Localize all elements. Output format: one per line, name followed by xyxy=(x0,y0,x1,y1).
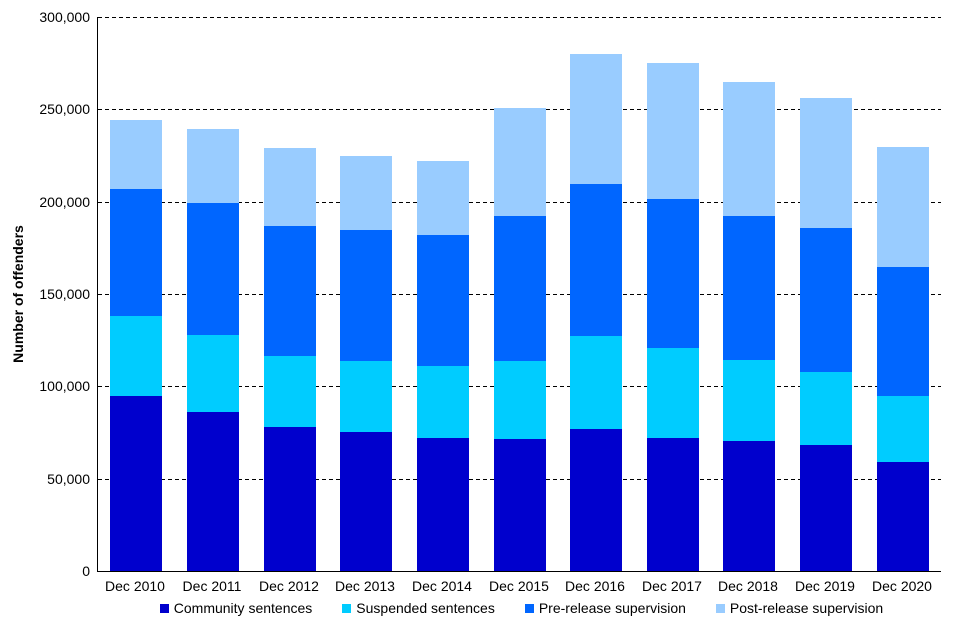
bar-segment-suspended-sentences-dec-2010 xyxy=(110,316,162,396)
bar-segment-suspended-sentences-dec-2014 xyxy=(417,366,469,438)
plot-area xyxy=(97,17,941,572)
bar-dec-2018 xyxy=(723,82,775,571)
legend-label-pre-release-supervision: Pre-release supervision xyxy=(538,600,686,616)
x-label-dec-2016: Dec 2016 xyxy=(565,578,625,594)
bar-segment-suspended-sentences-dec-2013 xyxy=(340,361,392,432)
bar-segment-post-release-supervision-dec-2013 xyxy=(340,156,392,230)
legend-label-post-release-supervision: Post-release supervision xyxy=(729,600,884,616)
bar-segment-post-release-supervision-dec-2016 xyxy=(570,54,622,184)
bar-segment-suspended-sentences-dec-2011 xyxy=(187,335,239,412)
bar-dec-2020 xyxy=(877,147,929,571)
legend-item-pre-release-supervision: Pre-release supervision xyxy=(524,600,686,616)
bar-dec-2017 xyxy=(647,63,699,571)
bar-segment-community-sentences-dec-2012 xyxy=(264,427,316,571)
bar-segment-community-sentences-dec-2015 xyxy=(494,439,546,571)
bar-segment-suspended-sentences-dec-2018 xyxy=(723,360,775,441)
bar-segment-pre-release-supervision-dec-2017 xyxy=(647,199,699,348)
bar-segment-pre-release-supervision-dec-2011 xyxy=(187,203,239,335)
bar-segment-post-release-supervision-dec-2017 xyxy=(647,63,699,199)
bar-segment-post-release-supervision-dec-2019 xyxy=(800,98,852,228)
x-label-dec-2018: Dec 2018 xyxy=(718,578,778,594)
bar-segment-community-sentences-dec-2011 xyxy=(187,412,239,571)
legend-item-community-sentences: Community sentences xyxy=(159,600,313,616)
bar-dec-2011 xyxy=(187,129,239,571)
legend-item-post-release-supervision: Post-release supervision xyxy=(715,600,884,616)
y-tick-label-250000: 250,000 xyxy=(39,101,90,117)
bar-segment-suspended-sentences-dec-2016 xyxy=(570,336,622,429)
bar-segment-suspended-sentences-dec-2019 xyxy=(800,372,852,445)
bar-segment-pre-release-supervision-dec-2013 xyxy=(340,230,392,361)
legend-marker-pre-release-supervision-icon xyxy=(524,603,534,613)
bar-segment-suspended-sentences-dec-2020 xyxy=(877,396,929,462)
x-label-dec-2019: Dec 2019 xyxy=(795,578,855,594)
bar-segment-post-release-supervision-dec-2020 xyxy=(877,147,929,267)
y-tick-label-50000: 50,000 xyxy=(47,471,90,487)
legend-item-suspended-sentences: Suspended sentences xyxy=(342,600,495,616)
x-label-dec-2011: Dec 2011 xyxy=(182,578,242,594)
legend-label-suspended-sentences: Suspended sentences xyxy=(356,600,495,616)
bar-segment-community-sentences-dec-2014 xyxy=(417,438,469,571)
bar-segment-post-release-supervision-dec-2014 xyxy=(417,161,469,235)
bar-segment-suspended-sentences-dec-2017 xyxy=(647,348,699,438)
y-tick-label-150000: 150,000 xyxy=(39,286,90,302)
legend: Community sentences Suspended sentences Pr… xyxy=(100,600,943,616)
x-label-dec-2015: Dec 2015 xyxy=(489,578,549,594)
bar-segment-pre-release-supervision-dec-2014 xyxy=(417,235,469,366)
bar-segment-pre-release-supervision-dec-2016 xyxy=(570,184,622,336)
bar-segment-pre-release-supervision-dec-2019 xyxy=(800,228,852,372)
bar-segment-pre-release-supervision-dec-2020 xyxy=(877,267,929,396)
bar-segment-pre-release-supervision-dec-2018 xyxy=(723,216,775,360)
y-tick-label-0: 0 xyxy=(82,563,90,579)
bar-segment-post-release-supervision-dec-2018 xyxy=(723,82,775,216)
legend-marker-suspended-sentences-icon xyxy=(342,603,352,613)
bar-segment-community-sentences-dec-2010 xyxy=(110,396,162,571)
y-tick-label-200000: 200,000 xyxy=(39,194,90,210)
x-axis-labels: Dec 2010 Dec 2011 Dec 2012 Dec 2013 Dec 2014… xyxy=(97,578,940,596)
bar-segment-suspended-sentences-dec-2012 xyxy=(264,356,316,427)
bar-segment-community-sentences-dec-2013 xyxy=(340,432,392,571)
bar-dec-2013 xyxy=(340,156,392,571)
x-label-dec-2010: Dec 2010 xyxy=(105,578,165,594)
bar-segment-post-release-supervision-dec-2015 xyxy=(494,108,546,216)
bar-dec-2016 xyxy=(570,54,622,571)
bar-dec-2012 xyxy=(264,148,316,571)
legend-marker-post-release-supervision-icon xyxy=(715,603,725,613)
bar-segment-community-sentences-dec-2019 xyxy=(800,445,852,571)
x-label-dec-2020: Dec 2020 xyxy=(872,578,932,594)
legend-marker-community-sentences-icon xyxy=(159,603,169,613)
bar-segment-pre-release-supervision-dec-2015 xyxy=(494,216,546,361)
x-label-dec-2013: Dec 2013 xyxy=(335,578,395,594)
bar-segment-pre-release-supervision-dec-2010 xyxy=(110,189,162,316)
bar-segment-post-release-supervision-dec-2011 xyxy=(187,129,239,203)
bar-segment-community-sentences-dec-2016 xyxy=(570,429,622,571)
legend-label-community-sentences: Community sentences xyxy=(173,600,313,616)
bar-segment-suspended-sentences-dec-2015 xyxy=(494,361,546,439)
bar-dec-2010 xyxy=(110,120,162,571)
bar-segment-community-sentences-dec-2018 xyxy=(723,441,775,571)
x-label-dec-2012: Dec 2012 xyxy=(259,578,319,594)
bar-segment-community-sentences-dec-2017 xyxy=(647,438,699,571)
bar-segment-post-release-supervision-dec-2010 xyxy=(110,120,162,189)
bar-dec-2015 xyxy=(494,108,546,571)
x-label-dec-2017: Dec 2017 xyxy=(642,578,702,594)
bar-dec-2019 xyxy=(800,98,852,571)
y-tick-label-100000: 100,000 xyxy=(39,378,90,394)
bar-segment-pre-release-supervision-dec-2012 xyxy=(264,226,316,356)
bar-segment-post-release-supervision-dec-2012 xyxy=(264,148,316,226)
bar-segment-community-sentences-dec-2020 xyxy=(877,462,929,571)
bar-dec-2014 xyxy=(417,161,469,571)
gridline-300000 xyxy=(98,17,941,18)
x-label-dec-2014: Dec 2014 xyxy=(412,578,472,594)
y-tick-label-300000: 300,000 xyxy=(39,9,90,25)
